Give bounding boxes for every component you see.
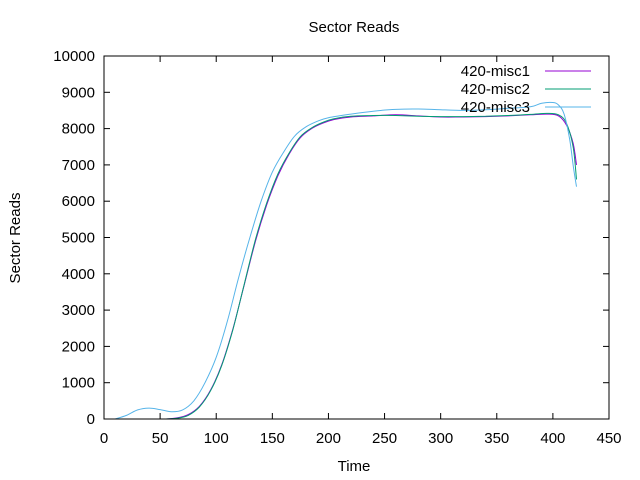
y-tick-label: 1000 (62, 375, 95, 392)
x-tick-label: 150 (260, 430, 285, 447)
x-tick-label: 250 (372, 430, 397, 447)
y-tick-label: 2000 (62, 338, 95, 355)
series-line-420-misc1 (165, 113, 577, 420)
legend-label: 420-misc3 (461, 99, 530, 116)
chart-title: Sector Reads (309, 19, 400, 36)
x-tick-label: 350 (484, 430, 509, 447)
y-tick-label: 10000 (53, 48, 95, 65)
y-tick-label: 0 (87, 411, 95, 428)
x-tick-label: 300 (428, 430, 453, 447)
axis-ticks: 0 50 100 150 200 250 300 350 400 450 0 1000 2000 3000… (53, 48, 621, 447)
x-tick-label: 400 (540, 430, 565, 447)
series-line-420-misc2 (165, 112, 577, 420)
y-axis-label: Sector Reads (7, 193, 24, 284)
plot-frame (103, 55, 610, 420)
legend-label: 420-misc2 (461, 81, 530, 98)
y-tick-label: 5000 (62, 230, 95, 247)
x-tick-label: 450 (596, 430, 621, 447)
legend-label: 420-misc1 (461, 63, 530, 80)
y-tick-label: 7000 (62, 157, 95, 174)
y-tick-label: 4000 (62, 266, 95, 283)
x-tick-label: 0 (100, 430, 108, 447)
y-tick-label: 8000 (62, 121, 95, 138)
x-tick-label: 50 (152, 430, 169, 447)
x-tick-label: 200 (316, 430, 341, 447)
x-axis-label: Time (338, 458, 371, 475)
x-tick-label: 100 (204, 430, 229, 447)
series-lines (115, 101, 577, 420)
y-tick-label: 9000 (62, 84, 95, 101)
y-tick-label: 6000 (62, 193, 95, 210)
series-line-420-misc3 (115, 101, 577, 420)
y-tick-label: 3000 (62, 302, 95, 319)
